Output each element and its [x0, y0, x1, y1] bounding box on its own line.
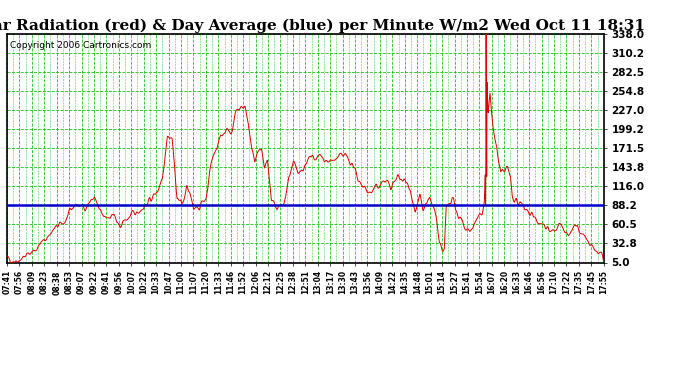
Text: Copyright 2006 Cartronics.com: Copyright 2006 Cartronics.com: [10, 40, 151, 50]
Title: Solar Radiation (red) & Day Average (blue) per Minute W/m2 Wed Oct 11 18:31: Solar Radiation (red) & Day Average (blu…: [0, 18, 645, 33]
